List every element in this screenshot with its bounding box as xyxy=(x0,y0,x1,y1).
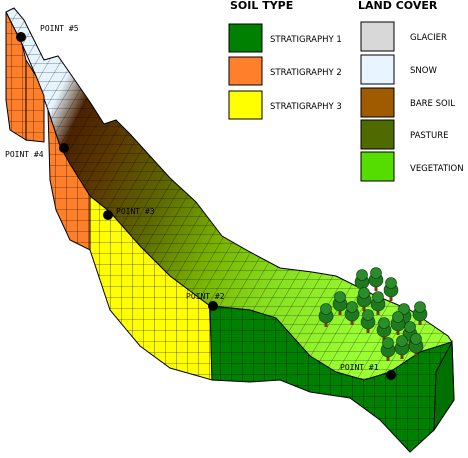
tree-icon xyxy=(318,303,334,327)
tree-icon xyxy=(412,301,428,325)
tree-icon xyxy=(380,337,396,361)
point-3: POINT #3 xyxy=(103,207,155,220)
glacier-swatch xyxy=(360,21,395,52)
point-5-label: POINT #5 xyxy=(40,24,79,33)
soil-type-legend-title: SOIL TYPE xyxy=(230,0,293,12)
soil-type-legend: SOIL TYPE STRATIGRAPHY 1 STRATIGRAPHY 2 … xyxy=(228,0,342,120)
glacier-label: GLACIER xyxy=(410,33,447,43)
tree-icon xyxy=(402,321,418,345)
tree-icon xyxy=(360,309,376,333)
snow-swatch xyxy=(360,54,395,85)
tree-icon xyxy=(368,267,384,291)
point-4: POINT #4 xyxy=(5,143,69,159)
bare-soil-swatch xyxy=(360,87,395,118)
tree-icon xyxy=(332,291,348,315)
soil-stratigraphy-1-end-face xyxy=(433,340,455,432)
tree-icon xyxy=(376,317,392,341)
point-2-label: POINT #2 xyxy=(186,292,225,301)
tree-icon xyxy=(383,277,399,301)
pasture-swatch xyxy=(360,119,395,150)
vegetation-trees xyxy=(318,267,428,361)
point-3-label: POINT #3 xyxy=(116,207,155,216)
point-5: POINT #5 xyxy=(16,24,79,42)
vegetation-label: VEGETATION xyxy=(410,164,464,174)
stratigraphy-2-label: STRATIGRAPHY 2 xyxy=(270,68,342,78)
stratigraphy-1-label: STRATIGRAPHY 1 xyxy=(270,35,342,45)
land-cover-legend: LAND COVER GLACIER SNOW BARE SOIL PASTUR… xyxy=(358,0,464,182)
snow-label: SNOW xyxy=(410,66,437,76)
tree-icon xyxy=(356,287,372,311)
bare-soil-label: BARE SOIL xyxy=(410,99,455,109)
stratigraphy-3-label: STRATIGRAPHY 3 xyxy=(270,102,342,112)
point-1: POINT #1 xyxy=(340,363,396,380)
point-4-label: POINT #4 xyxy=(5,150,44,159)
vegetation-swatch xyxy=(360,151,395,182)
tree-icon xyxy=(344,301,360,325)
stratigraphy-3-swatch xyxy=(228,90,263,120)
tree-icon xyxy=(408,333,424,357)
pasture-label: PASTURE xyxy=(410,131,448,141)
tree-icon xyxy=(390,311,406,335)
soil-stratigraphy-2-face-middle xyxy=(25,58,45,143)
point-1-label: POINT #1 xyxy=(340,363,379,372)
soil-stratigraphy-2-face-upper xyxy=(5,11,27,141)
tree-icon xyxy=(394,335,410,359)
tree-icon xyxy=(370,291,386,315)
stratigraphy-2-swatch xyxy=(228,56,263,86)
stratigraphy-1-swatch xyxy=(228,23,263,53)
point-2: POINT #2 xyxy=(186,292,225,311)
land-cover-legend-title: LAND COVER xyxy=(358,0,438,12)
